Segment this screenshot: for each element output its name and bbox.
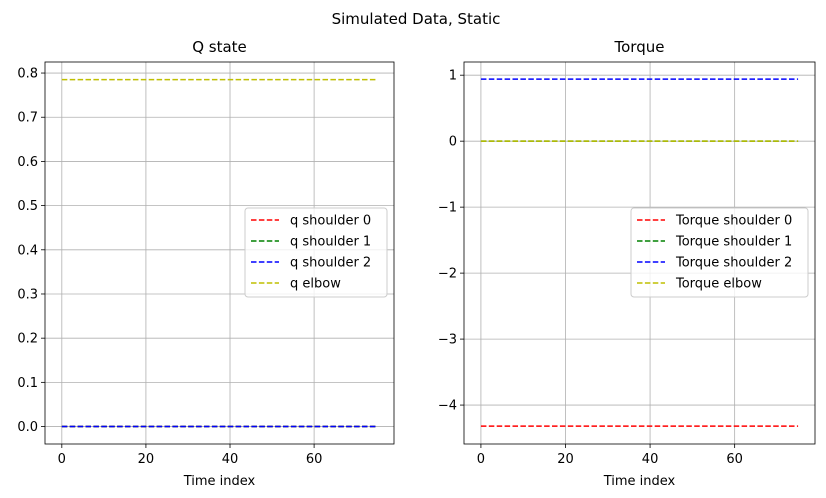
y-tick-label: 0.0: [17, 420, 38, 435]
x-tick-label: 40: [642, 452, 659, 467]
legend-label: Torque elbow: [675, 277, 762, 292]
y-tick-label: 0.1: [17, 376, 38, 391]
legend-label: Torque shoulder 2: [675, 256, 792, 271]
legend: Torque shoulder 0 Torque shoulder 1 Torque…: [630, 207, 809, 298]
x-tick-label: 0: [477, 452, 485, 467]
y-tick-label: 0.3: [17, 287, 38, 302]
y-tick-label: 0.5: [17, 199, 38, 214]
y-tick-label: 0.7: [17, 111, 38, 126]
legend-label: q shoulder 0: [290, 214, 371, 229]
x-tick-label: 20: [557, 452, 574, 467]
legend-label: Torque shoulder 1: [675, 235, 792, 250]
x-tick-label: 60: [726, 452, 743, 467]
chart-title: Q state: [192, 38, 247, 56]
legend-box: [630, 207, 809, 298]
y-tick-label: 0.2: [17, 332, 38, 347]
axes-frame: [44, 61, 395, 445]
figure-suptitle: Simulated Data, Static: [332, 10, 501, 28]
chart-title: Torque: [614, 38, 665, 56]
y-tick-label: −1: [438, 201, 457, 216]
x-axis-label: Time index: [183, 474, 256, 489]
y-tick-label: −3: [438, 333, 457, 348]
y-tick-label: −4: [438, 399, 457, 414]
y-tick-label: 0.4: [17, 243, 38, 258]
legend-label: q shoulder 2: [290, 256, 371, 271]
y-tick-label: 0.6: [17, 155, 38, 170]
x-tick-label: 20: [138, 452, 155, 467]
legend: q shoulder 0 q shoulder 1 q shoulder 2 q el…: [244, 207, 388, 298]
q-state-chart: 0 20 40 60 0.0 0.1 0.2 0.3 0.4 0.5 0.6 0.7 0.8 Q stat…: [17, 38, 395, 489]
x-tick-label: 60: [306, 452, 323, 467]
x-tick-label: 0: [58, 452, 66, 467]
torque-chart: 0 20 40 60 1 0 −1 −2 −3 −4 Torque Time index Torque …: [438, 38, 816, 489]
legend-box: [244, 207, 388, 298]
y-tick-label: 0.8: [17, 67, 38, 82]
x-axis-label: Time index: [603, 474, 676, 489]
y-tick-label: 0: [449, 135, 457, 150]
legend-label: q elbow: [290, 277, 341, 292]
legend-label: q shoulder 1: [290, 235, 371, 250]
y-tick-label: 1: [449, 69, 457, 84]
y-tick-label: −2: [438, 267, 457, 282]
axes-frame: [463, 61, 816, 445]
x-tick-label: 40: [222, 452, 239, 467]
legend-label: Torque shoulder 0: [675, 214, 792, 229]
